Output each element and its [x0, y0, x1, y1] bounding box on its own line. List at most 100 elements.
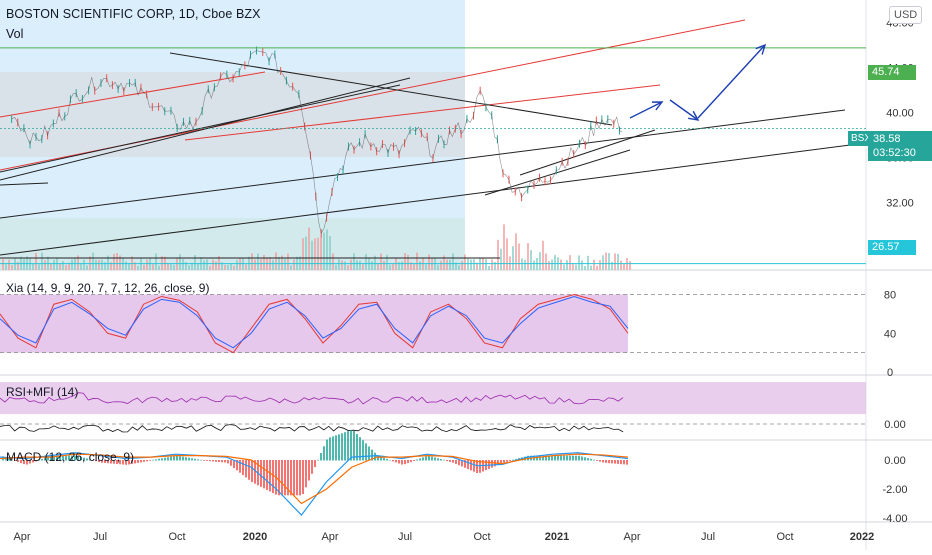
volume-bar	[53, 259, 55, 270]
macd-histogram-bar	[401, 460, 403, 465]
volume-bar	[503, 224, 505, 270]
macd-histogram-bar	[26, 460, 28, 465]
macd-histogram-bar	[584, 457, 586, 461]
macd-histogram-bar	[197, 459, 199, 461]
volume-bar	[398, 262, 400, 270]
volume-bar	[491, 259, 493, 270]
volume-bar	[521, 258, 523, 270]
volume-bar	[335, 264, 337, 270]
volume-bar	[215, 261, 217, 270]
volume-bar	[596, 265, 598, 270]
macd-histogram-bar	[425, 456, 427, 461]
macd-histogram-bar	[605, 460, 607, 463]
black-trend-line	[0, 144, 851, 256]
volume-bar	[194, 254, 196, 270]
xia-pane: 0 40 80	[0, 290, 896, 379]
macd-histogram-bar	[422, 457, 424, 461]
volume-bar	[227, 264, 229, 270]
macd-histogram-bar	[548, 455, 550, 461]
macd-histogram-bar	[32, 460, 34, 463]
macd-histogram-bar	[395, 460, 397, 463]
macd-histogram-bar	[386, 458, 388, 461]
currency-badge[interactable]: USD	[889, 6, 923, 24]
macd-histogram-bar	[617, 460, 619, 464]
volume-bar	[110, 262, 112, 270]
volume-bar	[56, 258, 58, 270]
volume-bar	[323, 232, 325, 270]
macd-histogram-bar	[20, 460, 22, 464]
macd-histogram-bar	[185, 457, 187, 461]
macd-histogram-bar	[182, 456, 184, 461]
macd-histogram-bar	[587, 458, 589, 461]
macd-histogram-bar	[311, 460, 313, 474]
volume-bar	[2, 259, 4, 270]
macd-histogram-bar	[206, 460, 208, 461]
volume-bar	[383, 260, 385, 270]
macd-histogram-bar	[179, 456, 181, 461]
macd-histogram-bar	[143, 460, 145, 462]
macd-indicator-label[interactable]: MACD (12, 26, close, 9)	[6, 450, 135, 464]
xia-indicator-label[interactable]: Xia (14, 9, 9, 20, 7, 7, 12, 26, close, …	[6, 281, 210, 295]
volume-bar	[128, 262, 130, 270]
macd-histogram-bar	[248, 460, 250, 480]
volume-bar	[95, 259, 97, 270]
volume-bar	[620, 260, 622, 270]
volume-bar	[173, 264, 175, 270]
rsi-mfi-line	[0, 424, 624, 433]
volume-bar	[155, 253, 157, 270]
volume-bar	[5, 264, 7, 270]
time-tick-label: Jul	[93, 531, 107, 543]
volume-bar	[104, 262, 106, 270]
volume-bar	[485, 259, 487, 270]
volume-bar	[161, 256, 163, 270]
macd-histogram-bar	[80, 456, 82, 461]
volume-bar	[146, 259, 148, 270]
time-tick-label: Apr	[13, 531, 30, 543]
macd-histogram-bar	[107, 460, 109, 464]
volume-bar	[287, 253, 289, 270]
macd-tick-label: -4.00	[882, 513, 907, 525]
macd-histogram-bar	[158, 458, 160, 461]
volume-bar	[569, 255, 571, 270]
macd-histogram-bar	[236, 460, 238, 471]
rsi-mfi-indicator-label[interactable]: RSI+MFI (14)	[6, 385, 79, 399]
macd-histogram-bar	[98, 460, 100, 463]
macd-histogram-bar	[374, 452, 376, 461]
volume-bar	[476, 262, 478, 270]
volume-bar	[506, 238, 508, 270]
macd-histogram-bar	[431, 456, 433, 461]
macd-histogram-bar	[446, 460, 448, 462]
volume-bar	[71, 259, 73, 270]
volume-bar	[566, 260, 568, 270]
black-trend-line	[0, 77, 411, 181]
black-trend-line	[0, 109, 846, 219]
macd-histogram-bar	[38, 459, 40, 461]
macd-histogram-bar	[593, 459, 595, 461]
projection-arrowhead	[651, 101, 664, 111]
macd-histogram-bar	[29, 460, 31, 464]
macd-histogram-bar	[581, 456, 583, 461]
macd-histogram-bar	[86, 458, 88, 461]
symbol-tag[interactable]: BSX	[848, 131, 874, 146]
macd-histogram-bar	[353, 430, 355, 461]
volume-bar	[455, 262, 457, 270]
macd-histogram-bar	[17, 460, 19, 463]
volume-bar	[494, 261, 496, 270]
macd-histogram-bar	[356, 434, 358, 461]
volume-bar	[230, 263, 232, 270]
lower-level-tag: 26.57	[868, 240, 916, 255]
macd-histogram-bar	[362, 440, 364, 461]
black-trend-line	[519, 129, 656, 176]
volume-bar	[260, 259, 262, 270]
macd-histogram-bar	[242, 460, 244, 476]
volume-bar	[554, 255, 556, 270]
macd-histogram-bar	[578, 455, 580, 461]
volume-bar	[587, 255, 589, 270]
volume-bar	[119, 255, 121, 270]
macd-histogram-bar	[596, 460, 598, 461]
volume-bar	[365, 254, 367, 270]
volume-bar	[356, 260, 358, 270]
macd-histogram-bar	[161, 458, 163, 461]
